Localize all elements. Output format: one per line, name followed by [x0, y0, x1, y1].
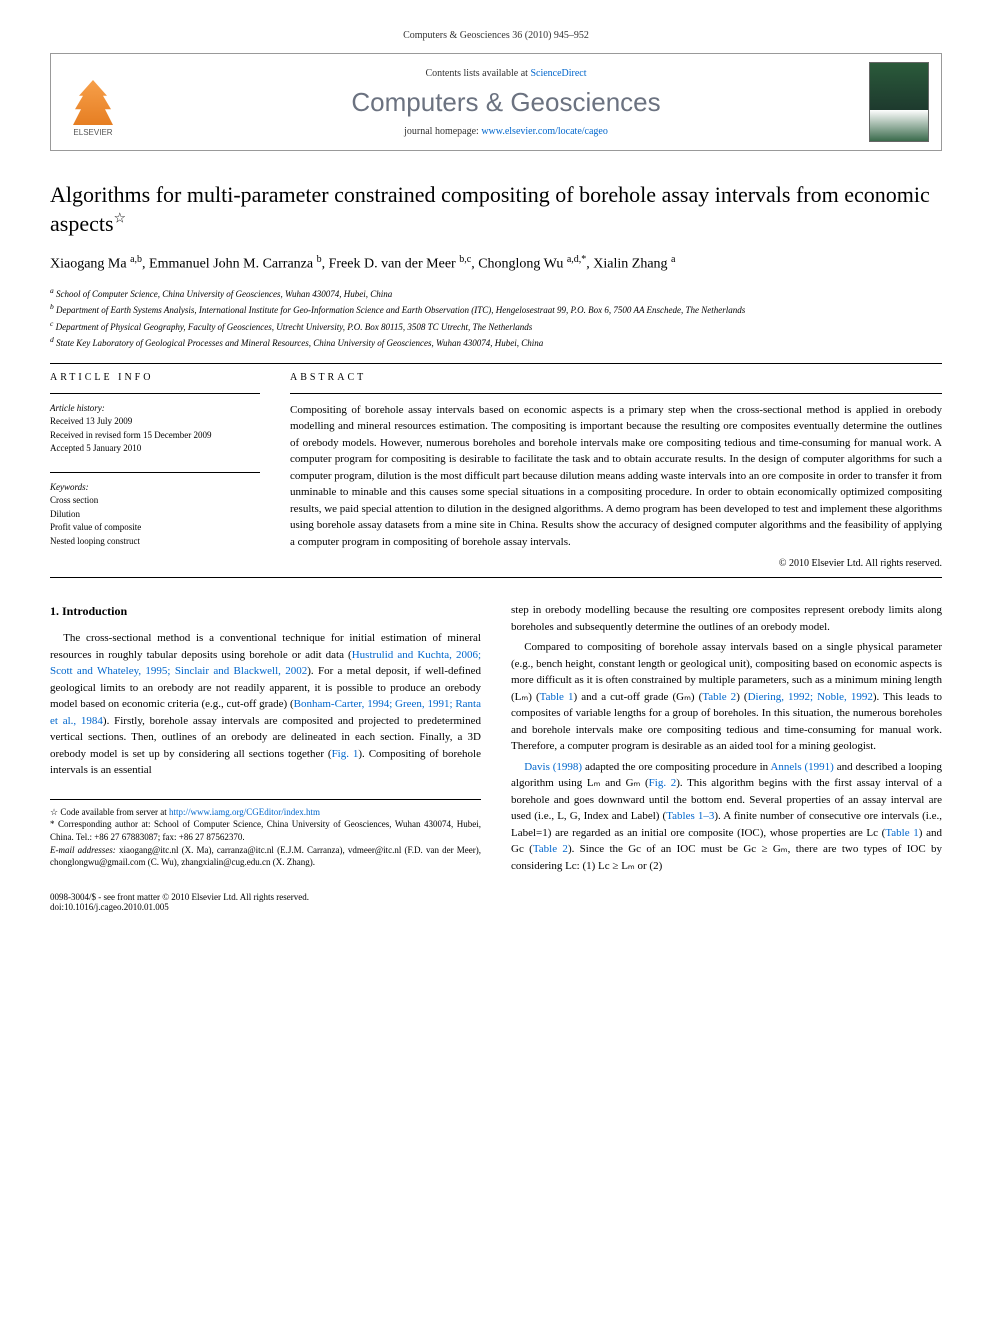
table-link[interactable]: Tables 1–3: [666, 810, 714, 822]
revised-date: Received in revised form 15 December 200…: [50, 429, 260, 443]
keyword: Dilution: [50, 508, 260, 522]
authors-line: Xiaogang Ma a,b, Emmanuel John M. Carran…: [50, 252, 942, 275]
intro-para-1: The cross-sectional method is a conventi…: [50, 630, 481, 779]
table-link[interactable]: Table 1: [885, 827, 918, 839]
keyword: Profit value of composite: [50, 521, 260, 535]
info-abstract-row: ARTICLE INFO Article history: Received 1…: [50, 372, 942, 570]
section-heading-intro: 1. Introduction: [50, 602, 481, 620]
affiliation-d: d State Key Laboratory of Geological Pro…: [50, 334, 942, 351]
bottom-bar: 0098-3004/$ - see front matter © 2010 El…: [50, 892, 942, 912]
divider: [50, 393, 260, 394]
affiliation-c: c Department of Physical Geography, Facu…: [50, 318, 942, 335]
contents-line: Contents lists available at ScienceDirec…: [143, 68, 869, 79]
keywords-block: Keywords: Cross section Dilution Profit …: [50, 481, 260, 549]
contents-text: Contents lists available at: [425, 68, 530, 79]
homepage-text: journal homepage:: [404, 126, 481, 137]
homepage-line: journal homepage: www.elsevier.com/locat…: [143, 126, 869, 137]
footnotes: ☆ Code available from server at http://w…: [50, 799, 481, 869]
table-link[interactable]: Table 2: [702, 691, 736, 703]
text: ) and a cut-off grade (Gₘ) (: [574, 691, 703, 703]
table-link[interactable]: Table 2: [533, 843, 568, 855]
article-history: Article history: Received 13 July 2009 R…: [50, 402, 260, 456]
citation-link[interactable]: Annels (1991): [770, 761, 833, 773]
accepted-date: Accepted 5 January 2010: [50, 442, 260, 456]
table-link[interactable]: Table 1: [540, 691, 574, 703]
keyword: Nested looping construct: [50, 535, 260, 549]
divider: [290, 393, 942, 394]
body-column-left: 1. Introduction The cross-sectional meth…: [50, 602, 481, 878]
body-two-column: 1. Introduction The cross-sectional meth…: [50, 602, 942, 878]
journal-cover-thumbnail: [869, 62, 929, 142]
article-title: Algorithms for multi-parameter constrain…: [50, 181, 942, 238]
history-label: Article history:: [50, 402, 260, 416]
title-footnote-marker: ☆: [114, 211, 127, 226]
received-date: Received 13 July 2009: [50, 415, 260, 429]
corresponding-author-footnote: * Corresponding author at: School of Com…: [50, 818, 481, 843]
publisher-logo: ELSEVIER: [63, 67, 123, 137]
keyword: Cross section: [50, 494, 260, 508]
body-column-right: step in orebody modelling because the re…: [511, 602, 942, 878]
publisher-name: ELSEVIER: [73, 128, 112, 137]
citation-link[interactable]: Diering, 1992; Noble, 1992: [748, 691, 873, 703]
bottom-left: 0098-3004/$ - see front matter © 2010 El…: [50, 892, 309, 912]
keywords-label: Keywords:: [50, 481, 260, 495]
text: adapted the ore compositing procedure in: [582, 761, 770, 773]
banner-center: Contents lists available at ScienceDirec…: [143, 68, 869, 137]
affiliations: a School of Computer Science, China Univ…: [50, 285, 942, 351]
intro-para-4: Davis (1998) adapted the ore compositing…: [511, 759, 942, 875]
elsevier-tree-icon: [73, 80, 113, 125]
doi-line: doi:10.1016/j.cageo.2010.01.005: [50, 902, 309, 912]
divider: [50, 472, 260, 473]
title-text: Algorithms for multi-parameter constrain…: [50, 182, 930, 236]
code-footnote: ☆ Code available from server at http://w…: [50, 806, 481, 819]
intro-para-2: step in orebody modelling because the re…: [511, 602, 942, 635]
intro-para-3: Compared to compositing of borehole assa…: [511, 639, 942, 755]
text: ). Since the Gc of an IOC must be Gc ≥ G…: [511, 843, 942, 872]
citation-link[interactable]: Davis (1998): [524, 761, 582, 773]
abstract-head: ABSTRACT: [290, 372, 942, 383]
abstract-text: Compositing of borehole assay intervals …: [290, 402, 942, 551]
homepage-link[interactable]: www.elsevier.com/locate/cageo: [481, 126, 608, 137]
affiliation-a: a School of Computer Science, China Univ…: [50, 285, 942, 302]
sciencedirect-link[interactable]: ScienceDirect: [530, 68, 586, 79]
abstract-copyright: © 2010 Elsevier Ltd. All rights reserved…: [290, 558, 942, 569]
divider: [50, 577, 942, 578]
email-footnote: E-mail addresses: xiaogang@itc.nl (X. Ma…: [50, 844, 481, 869]
article-info-head: ARTICLE INFO: [50, 372, 260, 383]
text: ) (: [736, 691, 747, 703]
code-link[interactable]: http://www.iamg.org/CGEditor/index.htm: [169, 807, 320, 817]
figure-link[interactable]: Fig. 2: [649, 777, 677, 789]
affiliation-b: b Department of Earth Systems Analysis, …: [50, 301, 942, 318]
journal-title: Computers & Geosciences: [143, 87, 869, 118]
journal-banner: ELSEVIER Contents lists available at Sci…: [50, 53, 942, 151]
email-label: E-mail addresses:: [50, 845, 116, 855]
front-matter-line: 0098-3004/$ - see front matter © 2010 El…: [50, 892, 309, 902]
figure-link[interactable]: Fig. 1: [332, 748, 359, 760]
article-info-column: ARTICLE INFO Article history: Received 1…: [50, 372, 260, 570]
text: ☆ Code available from server at: [50, 807, 169, 817]
abstract-column: ABSTRACT Compositing of borehole assay i…: [290, 372, 942, 570]
divider: [50, 363, 942, 364]
running-header: Computers & Geosciences 36 (2010) 945–95…: [50, 30, 942, 41]
